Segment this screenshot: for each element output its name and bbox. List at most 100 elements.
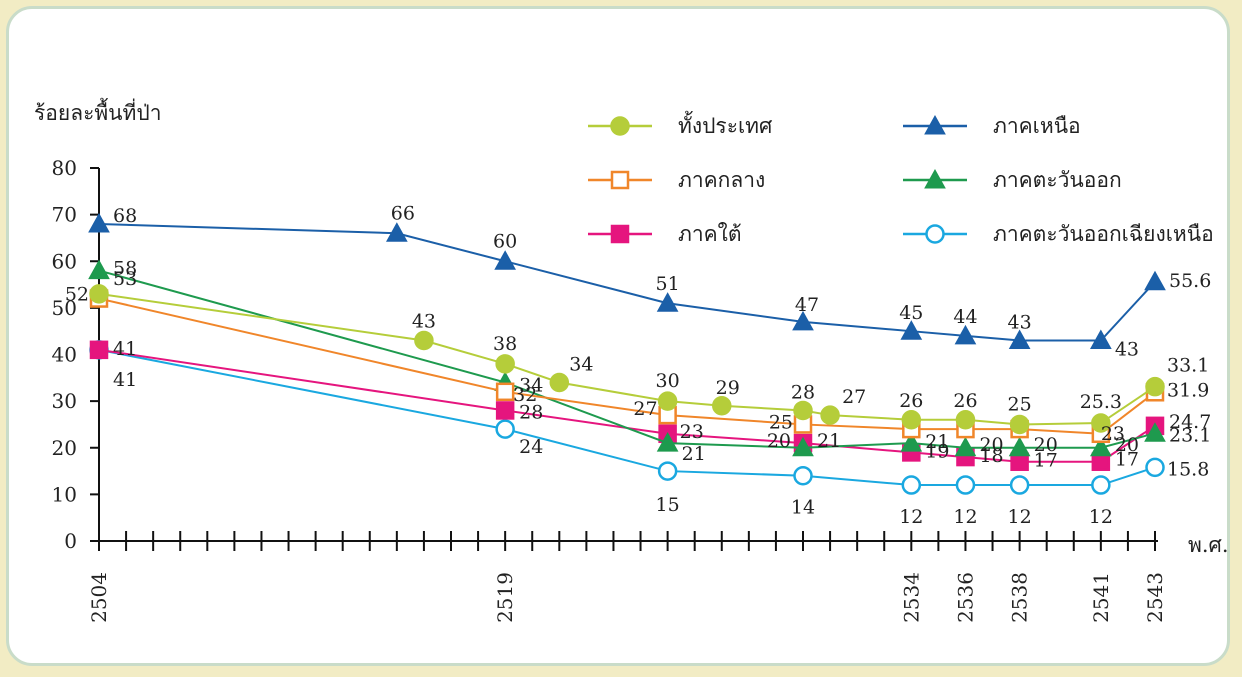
- data-label: 31.9: [1167, 379, 1209, 401]
- data-point: [495, 401, 515, 420]
- data-point: [1091, 475, 1111, 495]
- y-tick-label: 0: [64, 529, 77, 553]
- series-5: [89, 340, 1165, 495]
- data-label: 58: [113, 258, 137, 280]
- y-tick-label: 30: [52, 389, 77, 413]
- series-layer: [88, 212, 1166, 495]
- data-point: [88, 259, 110, 280]
- data-point: [657, 391, 678, 411]
- data-point: [89, 340, 109, 360]
- data-point: [900, 320, 923, 340]
- data-point: [1089, 329, 1112, 350]
- data-label: 18: [979, 445, 1003, 467]
- legend-label: ภาคตะวันออก: [993, 168, 1122, 192]
- series-0: [89, 284, 1165, 435]
- data-point: [657, 461, 678, 481]
- data-label: 12: [1089, 506, 1113, 528]
- legend-label: ภาคใต้: [678, 222, 742, 246]
- legend-label: ทั้งประเทศ: [678, 111, 773, 138]
- data-label: 17: [1034, 450, 1058, 472]
- data-label: 24: [519, 436, 543, 458]
- data-label: 12: [1008, 506, 1032, 528]
- x-tick-label: 2543: [1143, 572, 1167, 623]
- data-label: 41: [113, 338, 137, 360]
- data-point: [1008, 329, 1031, 350]
- data-label: 21: [682, 443, 706, 465]
- data-label: 34: [519, 374, 543, 396]
- data-point: [610, 170, 630, 190]
- data-point: [1144, 422, 1166, 442]
- y-tick-label: 80: [52, 156, 77, 180]
- data-point: [88, 212, 110, 233]
- data-point: [495, 382, 515, 402]
- chart-panel: [6, 6, 1230, 666]
- y-axis-label: ร้อยละพื้นที่ป่า: [34, 98, 162, 125]
- data-label: 20: [767, 430, 791, 452]
- data-label: 45: [899, 302, 923, 324]
- legend-label: ภาคกลาง: [678, 168, 765, 192]
- data-label: 52: [65, 284, 89, 306]
- data-label: 44: [953, 306, 977, 328]
- y-tick-label: 20: [52, 436, 77, 460]
- data-label: 23.1: [1169, 424, 1211, 446]
- data-label: 68: [113, 205, 137, 227]
- data-point: [712, 396, 732, 416]
- data-label: 51: [656, 273, 680, 295]
- data-label: 32: [513, 384, 537, 406]
- data-label: 27: [842, 386, 866, 408]
- data-point: [656, 432, 679, 452]
- data-label: 38: [493, 333, 517, 355]
- data-label: 26: [899, 390, 923, 412]
- data-label: 25: [1008, 393, 1032, 415]
- y-tick-label: 10: [52, 482, 77, 506]
- data-label: 25: [769, 411, 793, 433]
- data-point: [656, 292, 679, 312]
- data-label: 60: [493, 230, 517, 252]
- data-point: [925, 224, 945, 244]
- x-tick-label: 2541: [1089, 572, 1113, 623]
- series-1: [88, 212, 1166, 350]
- data-point: [954, 324, 977, 345]
- data-label: 12: [899, 506, 923, 528]
- data-point: [793, 400, 813, 421]
- legend-item: ภาคตะวันออก: [903, 168, 1122, 192]
- data-point: [955, 475, 976, 495]
- legend-label: ภาคตะวันออกเฉียงเหนือ: [993, 222, 1214, 246]
- data-label: 20: [1115, 434, 1139, 456]
- legend-item: ภาคใต้: [588, 222, 742, 246]
- data-point: [1145, 457, 1165, 478]
- data-label: 28: [791, 381, 815, 403]
- data-label: 19: [925, 440, 949, 462]
- data-label: 28: [519, 401, 543, 423]
- data-point: [385, 222, 408, 242]
- data-point: [414, 330, 434, 351]
- data-label: 53: [113, 268, 137, 290]
- data-point: [610, 224, 630, 244]
- data-label: 14: [791, 497, 815, 519]
- legend-item: ภาคกลาง: [588, 168, 765, 192]
- data-label: 43: [412, 311, 436, 333]
- data-label: 15: [656, 494, 680, 516]
- data-point: [954, 436, 977, 457]
- legend-item: ภาคตะวันออกเฉียงเหนือ: [903, 222, 1214, 246]
- data-point: [1009, 475, 1030, 495]
- data-label: 21: [925, 431, 949, 453]
- y-tick-label: 50: [52, 296, 77, 320]
- data-point: [1008, 436, 1031, 457]
- data-point: [1144, 270, 1166, 291]
- y-tick-label: 60: [52, 249, 77, 273]
- data-label: 55.6: [1169, 270, 1211, 292]
- x-tick-label: 2504: [87, 572, 111, 623]
- data-point: [900, 432, 923, 452]
- data-point: [924, 114, 946, 135]
- series-line: [98, 269, 1156, 449]
- data-label: 66: [391, 202, 415, 224]
- data-label: 24.7: [1169, 411, 1211, 433]
- x-tick-label: 2519: [493, 572, 517, 623]
- x-axis-label: พ.ศ.: [1188, 533, 1229, 557]
- series-line: [98, 297, 1156, 435]
- data-point: [494, 250, 517, 270]
